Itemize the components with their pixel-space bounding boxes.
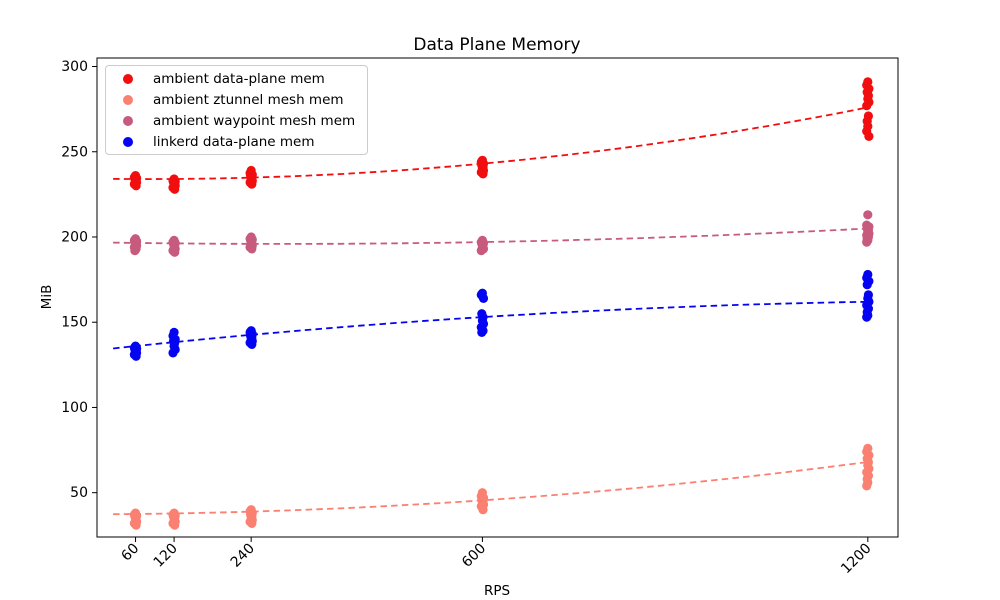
y-tick-label: 250 [61, 144, 88, 160]
legend-label: linkerd data-plane mem [153, 133, 315, 150]
plot-frame [96, 57, 899, 538]
data-point [247, 179, 257, 189]
legend-label: ambient data-plane mem [153, 70, 325, 87]
y-axis-label: MiB [39, 285, 55, 310]
legend-item-1: ambient ztunnel mesh mem [106, 89, 367, 110]
points-series-3 [129, 269, 874, 361]
chart-title: Data Plane Memory [413, 35, 580, 55]
x-tick-label: 240 [228, 541, 258, 571]
data-point [862, 101, 872, 111]
data-point [864, 131, 874, 141]
data-point [247, 244, 257, 254]
data-point [862, 481, 872, 491]
data-point [863, 210, 873, 220]
legend: ambient data-plane mem ambient ztunnel me… [105, 65, 368, 155]
trend-line-series-3 [112, 300, 868, 350]
y-tick-label: 200 [61, 229, 88, 245]
x-axis-ticks: 60 120 240 600 1200 [118, 537, 875, 578]
data-point [862, 237, 872, 247]
data-point [247, 518, 257, 529]
legend-label: ambient waypoint mesh mem [153, 112, 356, 129]
legend-item-0: ambient data-plane mem [106, 68, 367, 89]
points-series-0 [129, 77, 874, 194]
y-axis-ticks: 50 100 150 200 250 300 [61, 59, 97, 501]
y-tick-label: 100 [61, 400, 88, 416]
scatter-points [129, 77, 874, 530]
data-point [170, 247, 180, 257]
legend-marker-icon [123, 136, 133, 147]
x-tick-label: 1200 [838, 541, 875, 578]
trend-line-series-0 [113, 106, 868, 181]
data-point [862, 280, 872, 290]
x-tick-label: 60 [118, 541, 142, 565]
data-point [131, 520, 141, 530]
data-point [131, 181, 141, 191]
data-point [478, 169, 488, 179]
data-point [478, 505, 488, 515]
y-tick-label: 150 [61, 315, 88, 331]
x-tick-label: 600 [459, 541, 489, 571]
y-tick-label: 50 [70, 485, 88, 501]
trend-line-series-1 [113, 461, 868, 516]
data-point [130, 246, 140, 256]
points-series-2 [129, 210, 874, 257]
trend-lines [112, 106, 868, 516]
legend-item-3: linkerd data-plane mem [106, 131, 367, 152]
data-point [476, 246, 486, 256]
data-point [170, 184, 180, 194]
x-tick-label: 120 [151, 541, 181, 571]
data-point [247, 339, 257, 349]
data-point [477, 327, 487, 337]
data-point [170, 520, 180, 530]
points-series-1 [129, 443, 874, 530]
legend-marker-icon [123, 73, 133, 84]
legend-item-2: ambient waypoint mesh mem [106, 110, 367, 131]
data-point [131, 351, 141, 361]
data-point [862, 312, 872, 322]
data-point [478, 293, 489, 303]
legend-marker-icon [123, 94, 133, 105]
legend-label: ambient ztunnel mesh mem [153, 91, 344, 108]
trend-line-series-2 [113, 227, 868, 245]
y-tick-label: 300 [61, 59, 88, 75]
legend-marker-icon [123, 115, 133, 126]
data-point [168, 348, 178, 358]
x-axis-label: RPS [484, 583, 510, 599]
